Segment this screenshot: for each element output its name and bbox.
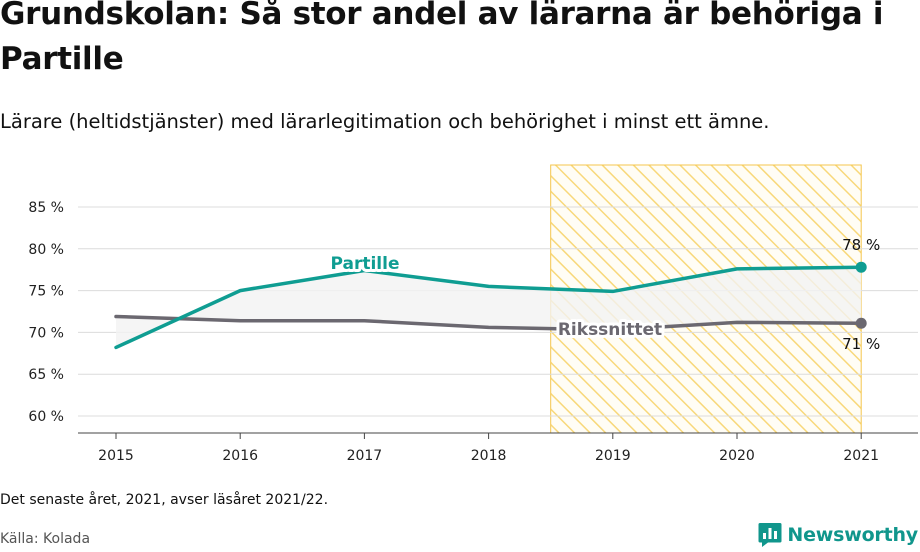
- end-point-rikssnittet: [855, 317, 867, 329]
- y-tick-label: 85 %: [28, 200, 64, 216]
- end-points: [855, 261, 867, 329]
- series-label-partille-halo: Partille: [331, 254, 400, 274]
- brand-logo: Newsworthy: [758, 520, 918, 550]
- series-label-rikssnittet: Rikssnittet: [558, 320, 662, 340]
- y-tick-label: 60 %: [28, 409, 64, 425]
- y-tick-label: 70 %: [28, 325, 64, 341]
- x-tick-label: 2015: [98, 448, 134, 464]
- x-axis: 2015 2016 2017 2018 2019 2020 2021: [78, 432, 918, 464]
- footnote: Det senaste året, 2021, avser läsåret 20…: [0, 492, 329, 508]
- series-label-rikssnittet-halo: Rikssnittet: [558, 320, 662, 340]
- difference-band: [116, 267, 862, 348]
- band-area: [116, 267, 862, 348]
- x-tick-label: 2018: [471, 448, 507, 464]
- y-axis: 60 % 65 % 70 % 75 % 80 % 85 %: [28, 200, 64, 425]
- series-line-partille: [114, 265, 863, 350]
- line-chart: 78 %71 %PartillePartilleRikssnittetRikss…: [28, 164, 918, 464]
- end-label-partille: 78 %: [842, 236, 880, 254]
- source-note: Källa: Kolada: [0, 531, 91, 547]
- y-tick-label: 75 %: [28, 284, 64, 300]
- series-label-partille: Partille: [331, 254, 400, 274]
- x-tick-label: 2016: [222, 448, 258, 464]
- series-line-rikssnittet: [114, 314, 863, 332]
- newsworthy-logo-icon: [758, 523, 782, 547]
- brand-name: Newsworthy: [787, 524, 918, 546]
- y-tick-label: 65 %: [28, 367, 64, 383]
- chart-title: Grundskolan: Så stor andel av lärarna är…: [0, 0, 884, 77]
- y-gridlines: [78, 206, 918, 417]
- series-lines: [114, 265, 863, 350]
- x-tick-label: 2020: [719, 448, 755, 464]
- series-labels: 78 %71 %PartillePartilleRikssnittetRikss…: [328, 236, 881, 353]
- end-label-rikssnittet: 71 %: [842, 335, 880, 353]
- x-tick-label: 2021: [843, 448, 879, 464]
- chart-subtitle: Lärare (heltidstjänster) med lärarlegiti…: [0, 110, 770, 133]
- x-tick-label: 2019: [595, 448, 631, 464]
- y-tick-label: 80 %: [28, 242, 64, 258]
- x-tick-label: 2017: [347, 448, 383, 464]
- end-point-partille: [855, 261, 867, 273]
